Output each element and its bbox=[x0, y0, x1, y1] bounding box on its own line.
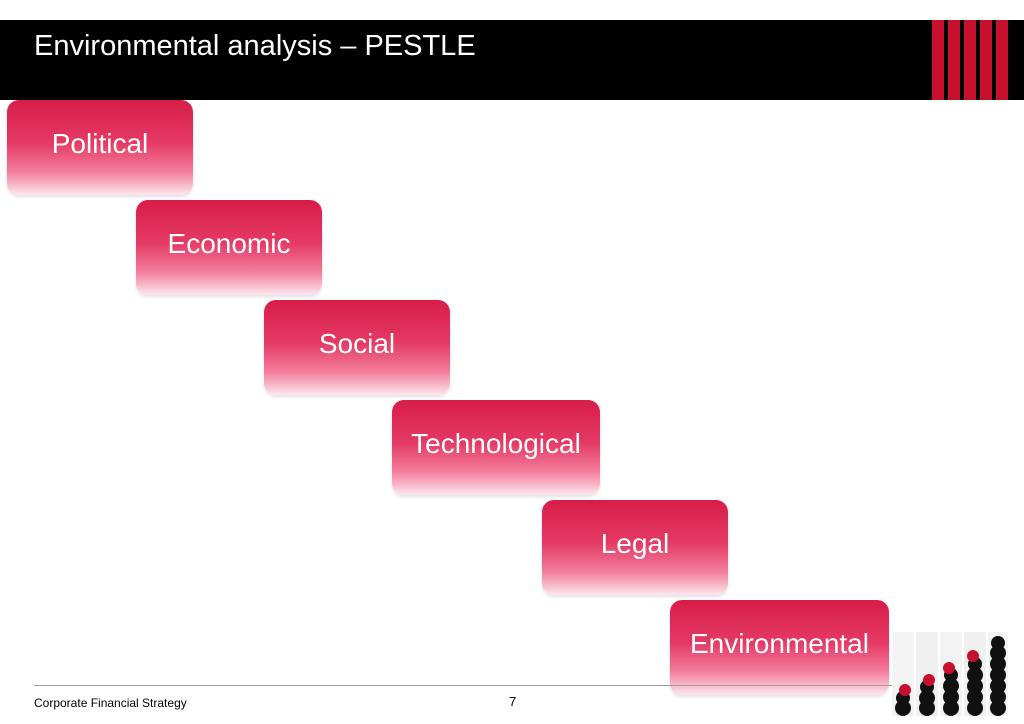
pestle-box-legal: Legal bbox=[542, 500, 728, 595]
pestle-box-technological: Technological bbox=[392, 400, 600, 495]
footer-divider bbox=[34, 685, 894, 686]
pestle-box-environmental: Environmental bbox=[670, 600, 889, 695]
brand-bar bbox=[948, 20, 960, 100]
brand-bar bbox=[996, 20, 1008, 100]
brand-bar bbox=[980, 20, 992, 100]
pestle-box-social: Social bbox=[264, 300, 450, 395]
page-number: 7 bbox=[509, 694, 517, 709]
brand-bars-icon bbox=[930, 20, 1024, 100]
footer-title: Corporate Financial Strategy bbox=[34, 696, 187, 710]
page-title: Environmental analysis – PESTLE bbox=[34, 30, 476, 62]
brand-bar bbox=[964, 20, 976, 100]
pestle-box-political: Political bbox=[7, 100, 193, 195]
brand-bar bbox=[932, 20, 944, 100]
header-bar: Environmental analysis – PESTLE bbox=[0, 20, 1024, 100]
pestle-box-economic: Economic bbox=[136, 200, 322, 295]
coin-stacks-icon bbox=[892, 632, 1008, 716]
